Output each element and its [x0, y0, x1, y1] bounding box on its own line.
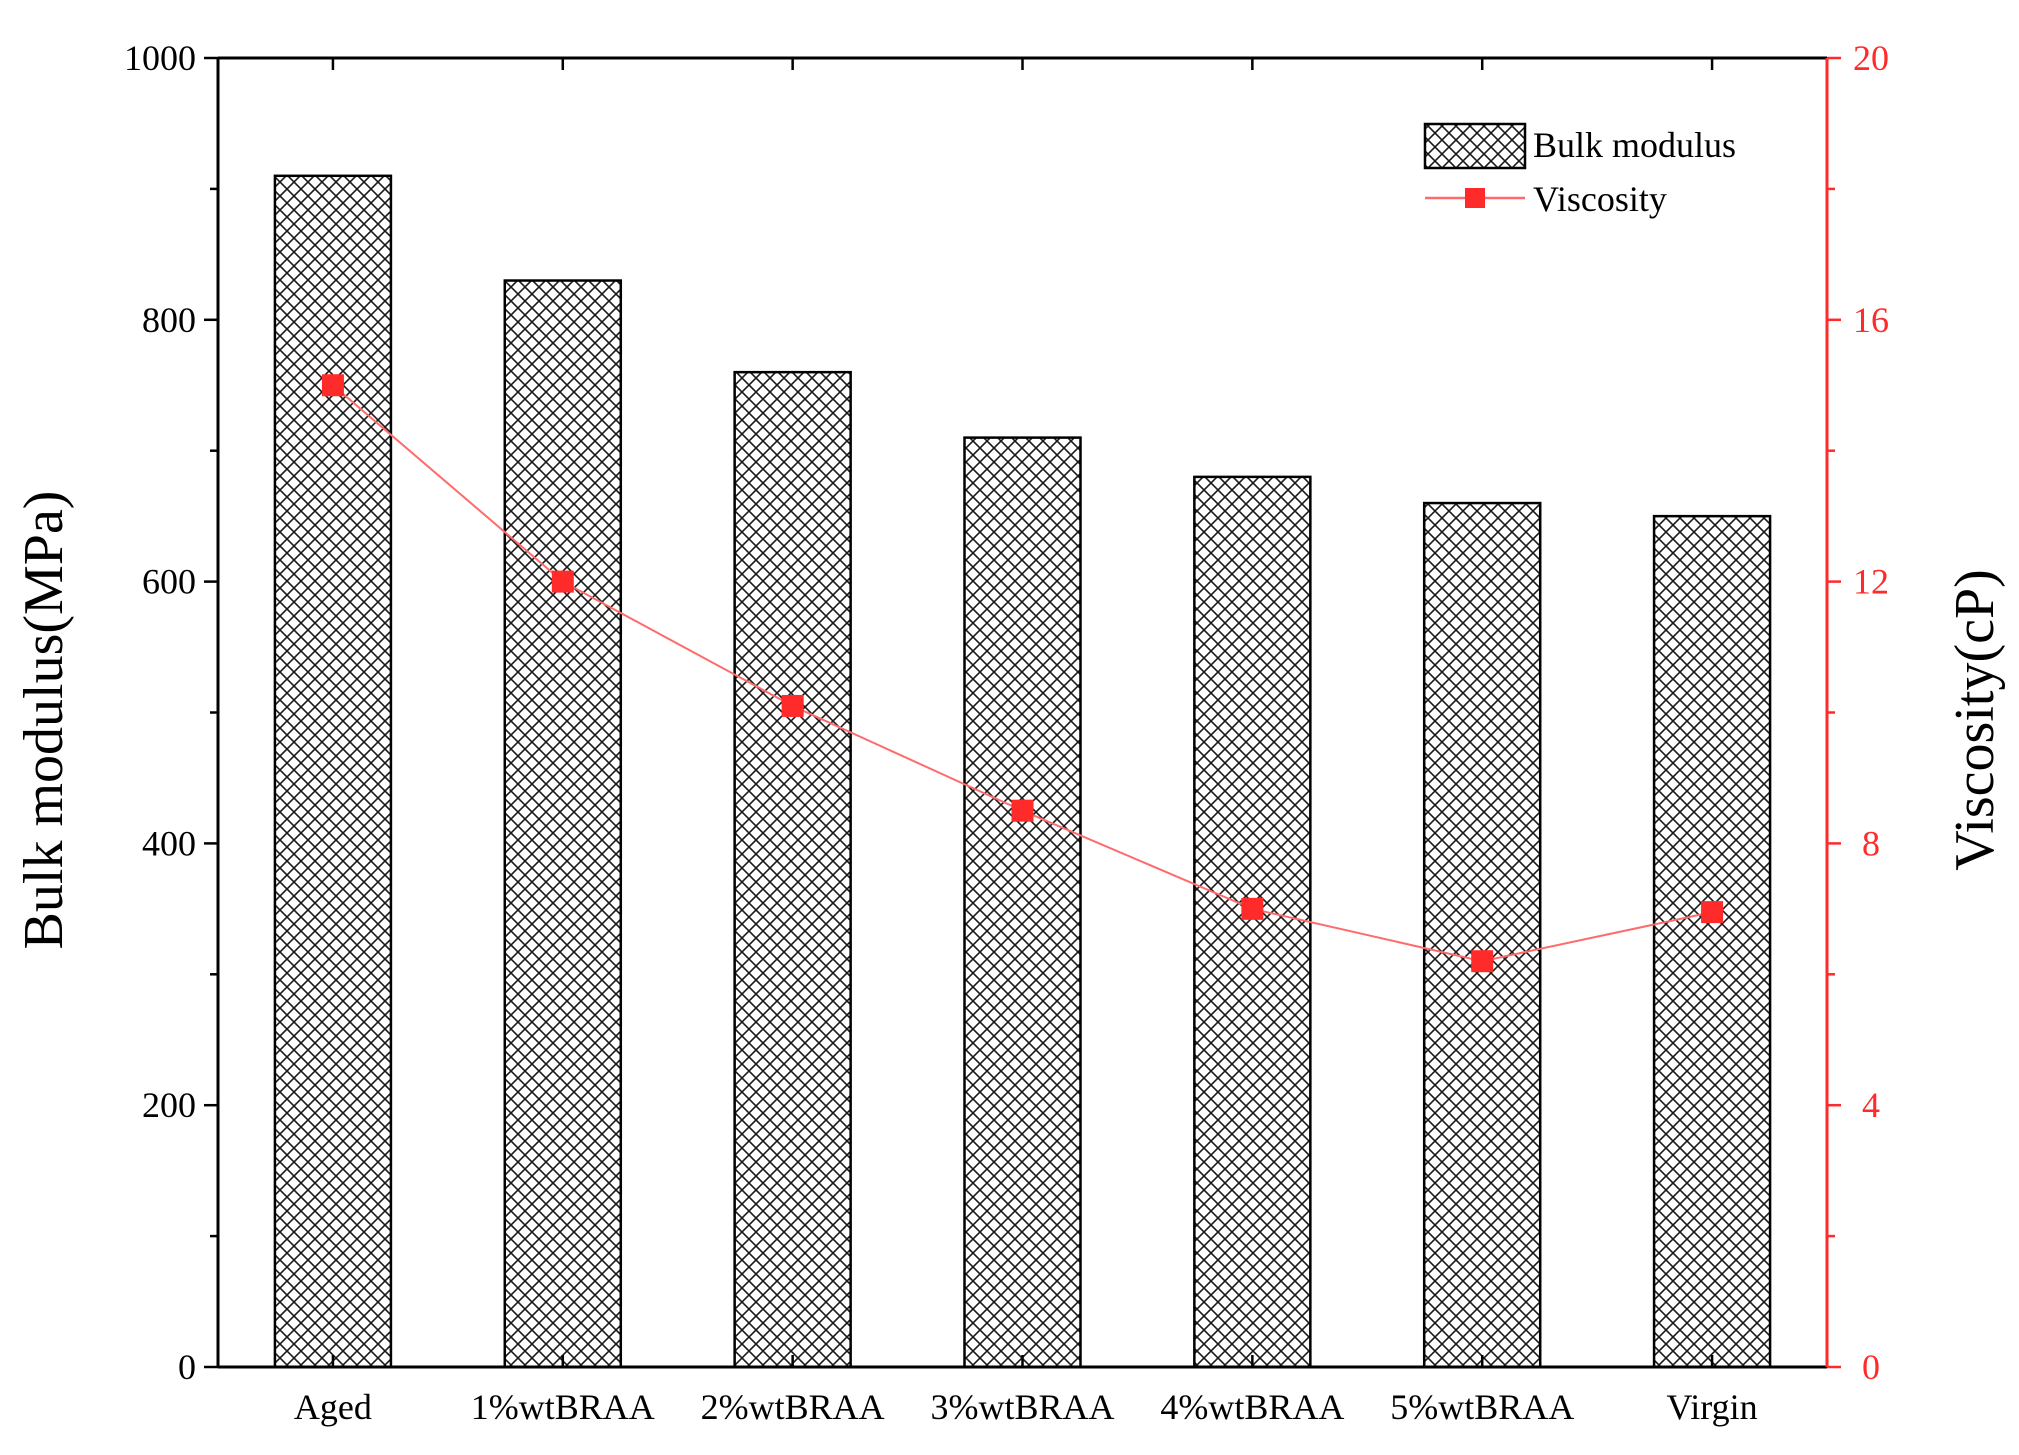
viscosity-marker — [321, 374, 344, 397]
viscosity-marker — [1701, 901, 1724, 924]
x-tick-label: 1%wtBRAA — [471, 1387, 655, 1427]
bar — [503, 279, 623, 1369]
y2-axis-label: Viscosity(cP) — [1944, 569, 2006, 871]
x-tick-label: Virgin — [1666, 1387, 1757, 1427]
x-tick-label: 5%wtBRAA — [1390, 1387, 1574, 1427]
viscosity-marker — [551, 570, 574, 593]
y2-tick-label: 16 — [1853, 300, 1889, 340]
legend: Bulk modulus Viscosity — [1423, 122, 1736, 219]
viscosity-marker — [1241, 897, 1264, 920]
y-tick-label: 1000 — [124, 38, 196, 78]
bar — [273, 174, 393, 1369]
axes: 0 200 400 600 800 1000 0 4 8 12 16 20 Aged 1%wtBRAA 2%… — [124, 38, 1889, 1427]
y2-tick-label: 12 — [1853, 562, 1889, 602]
bar-series — [273, 174, 1772, 1369]
x-tick-label: Aged — [294, 1387, 372, 1427]
bar — [1652, 514, 1772, 1369]
viscosity-marker — [1471, 950, 1494, 973]
y-tick-label: 800 — [142, 300, 196, 340]
y2-tick-label: 20 — [1853, 38, 1889, 78]
legend-bar-swatch — [1423, 122, 1527, 170]
y2-tick-label: 4 — [1862, 1085, 1880, 1125]
bar — [733, 370, 852, 1369]
bar — [1422, 501, 1542, 1369]
y-tick-label: 200 — [142, 1085, 196, 1125]
y-axis-label: Bulk modulus(MPa) — [13, 491, 75, 950]
y-tick-label: 0 — [178, 1347, 196, 1387]
y2-tick-label: 8 — [1862, 823, 1880, 863]
legend-bar-label: Bulk modulus — [1533, 125, 1736, 165]
x-tick-label: 4%wtBRAA — [1160, 1387, 1344, 1427]
viscosity-marker — [1011, 799, 1034, 822]
bar — [963, 436, 1082, 1369]
viscosity-series — [321, 374, 1724, 973]
bar — [1193, 475, 1312, 1369]
legend-line-label: Viscosity — [1533, 179, 1667, 219]
y2-tick-label: 0 — [1862, 1347, 1880, 1387]
y-tick-label: 400 — [142, 823, 196, 863]
legend-marker-swatch — [1465, 188, 1485, 208]
x-tick-label: 2%wtBRAA — [701, 1387, 885, 1427]
viscosity-marker — [781, 694, 804, 717]
y-tick-label: 600 — [142, 562, 196, 602]
x-tick-label: 3%wtBRAA — [930, 1387, 1114, 1427]
